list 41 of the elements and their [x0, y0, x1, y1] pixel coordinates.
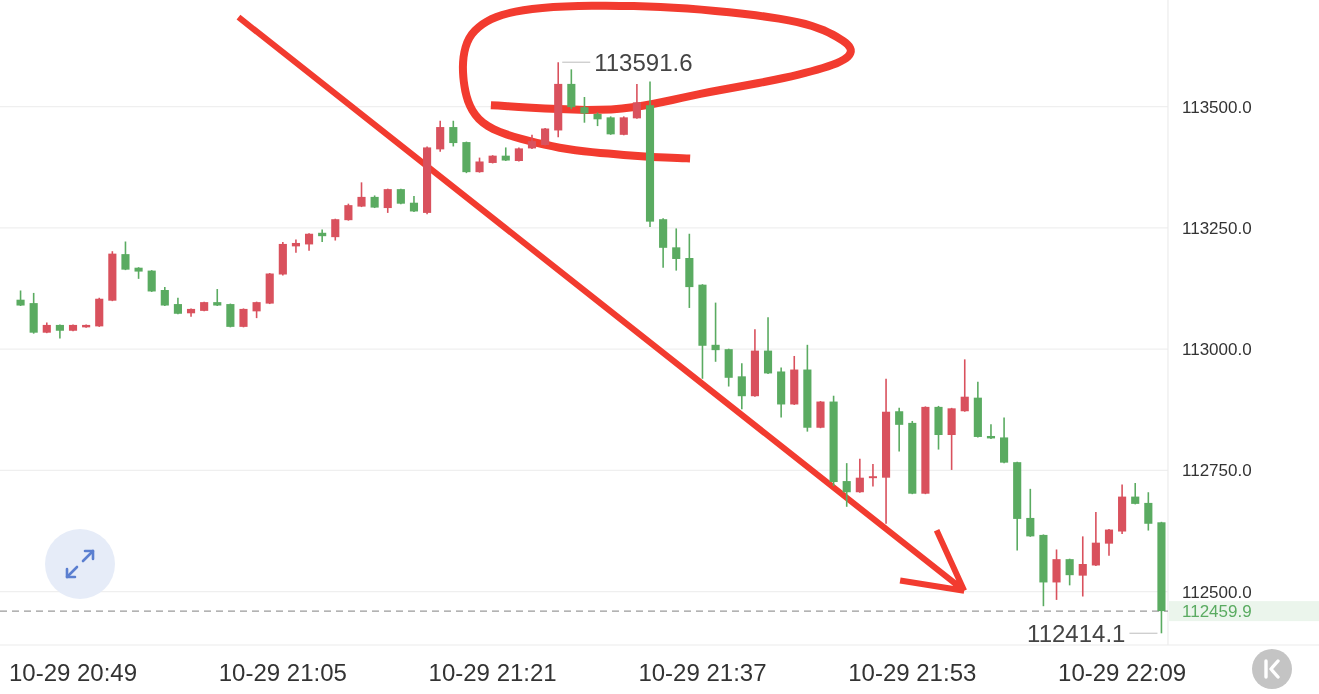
candlestick: [357, 181, 366, 208]
candlestick: [868, 463, 878, 488]
candlestick: [1065, 557, 1074, 587]
x-tick-label: 10-29 20:49: [8, 659, 138, 687]
candlestick: [737, 362, 746, 411]
x-tick-label: 10-29 21:21: [428, 659, 557, 687]
candlestick: [842, 462, 851, 508]
candlestick: [895, 407, 904, 453]
x-tick-label: 10-29 21:37: [638, 659, 767, 687]
candlestick: [672, 227, 681, 272]
candlestick: [960, 358, 969, 413]
candlestick: [436, 119, 445, 153]
candlestick: [1078, 535, 1087, 598]
candlestick: [1091, 511, 1100, 567]
candlestick: [1144, 491, 1153, 532]
y-tick-label: 112750.0: [1182, 461, 1252, 481]
candlestick: [567, 68, 576, 110]
ref-line-label: 112459.9: [1182, 602, 1252, 622]
candlestick: [763, 316, 773, 375]
candlestick: [213, 288, 222, 307]
annotation: 112414.1: [1027, 619, 1126, 647]
candlestick: [449, 119, 458, 148]
candlestick: [632, 83, 641, 120]
y-tick-label: 113250.0: [1182, 218, 1252, 238]
y-tick-label: 113500.0: [1182, 97, 1252, 117]
annotation: 113591.6: [594, 48, 693, 76]
x-tick-label: 10-29 22:09: [1058, 659, 1187, 687]
candlestick: [1104, 528, 1114, 557]
candlestick: [383, 187, 392, 214]
candlestick: [121, 240, 130, 271]
candlestick: [1052, 548, 1061, 601]
candlestick: [855, 457, 864, 494]
x-tick-label: 10-29 21:05: [218, 659, 347, 687]
y-tick-label: 113000.0: [1182, 340, 1252, 360]
candlestick: [580, 96, 589, 124]
candlestick: [711, 301, 720, 363]
candlestick: [1026, 488, 1035, 538]
x-tick-label: 10-29 21:53: [848, 659, 977, 687]
y-tick-label: 112500.0: [1182, 582, 1252, 602]
candlestick: [147, 269, 156, 293]
candlestick: [606, 115, 615, 136]
